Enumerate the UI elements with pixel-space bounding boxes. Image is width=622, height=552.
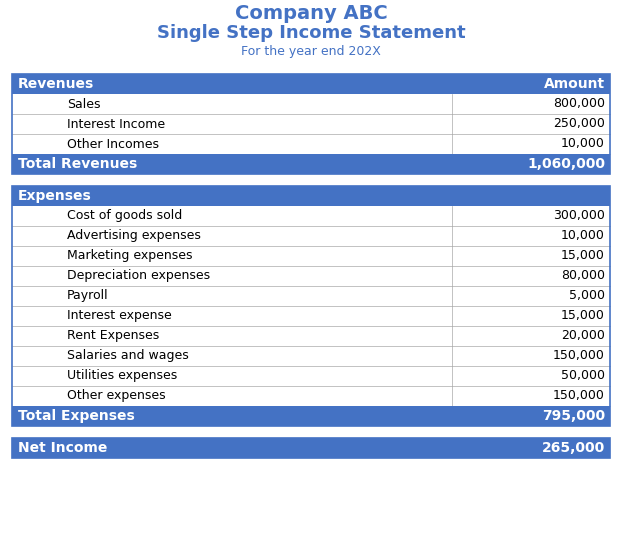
Text: Rent Expenses: Rent Expenses xyxy=(67,330,159,342)
Text: Depreciation expenses: Depreciation expenses xyxy=(67,269,210,283)
Text: 250,000: 250,000 xyxy=(553,118,605,130)
Text: 15,000: 15,000 xyxy=(561,250,605,263)
Text: Interest expense: Interest expense xyxy=(67,310,172,322)
Bar xyxy=(12,406,610,426)
Text: Utilities expenses: Utilities expenses xyxy=(67,369,177,383)
Text: Sales: Sales xyxy=(67,98,101,110)
Text: 300,000: 300,000 xyxy=(553,210,605,222)
Bar xyxy=(12,154,610,174)
Text: Payroll: Payroll xyxy=(67,289,109,302)
Text: Other Incomes: Other Incomes xyxy=(67,137,159,151)
Text: Interest Income: Interest Income xyxy=(67,118,165,130)
Text: Single Step Income Statement: Single Step Income Statement xyxy=(157,24,465,42)
Text: Total Expenses: Total Expenses xyxy=(18,409,135,423)
Text: Salaries and wages: Salaries and wages xyxy=(67,349,188,363)
Text: Total Revenues: Total Revenues xyxy=(18,157,137,171)
Text: 150,000: 150,000 xyxy=(553,390,605,402)
Text: 5,000: 5,000 xyxy=(569,289,605,302)
Text: 10,000: 10,000 xyxy=(561,137,605,151)
Text: 80,000: 80,000 xyxy=(561,269,605,283)
Text: For the year end 202X: For the year end 202X xyxy=(241,45,381,58)
Text: Expenses: Expenses xyxy=(18,189,92,203)
Text: 15,000: 15,000 xyxy=(561,310,605,322)
Text: 800,000: 800,000 xyxy=(553,98,605,110)
Bar xyxy=(12,74,610,94)
Bar xyxy=(12,438,610,458)
Text: Marketing expenses: Marketing expenses xyxy=(67,250,192,263)
Text: 265,000: 265,000 xyxy=(542,441,605,455)
Text: 10,000: 10,000 xyxy=(561,230,605,242)
Text: Other expenses: Other expenses xyxy=(67,390,165,402)
Text: Company ABC: Company ABC xyxy=(234,4,388,23)
Text: 20,000: 20,000 xyxy=(561,330,605,342)
Text: Net Income: Net Income xyxy=(18,441,108,455)
Text: Amount: Amount xyxy=(544,77,605,91)
Text: 50,000: 50,000 xyxy=(561,369,605,383)
Text: Cost of goods sold: Cost of goods sold xyxy=(67,210,182,222)
Text: Revenues: Revenues xyxy=(18,77,95,91)
Bar xyxy=(12,74,610,174)
Text: 1,060,000: 1,060,000 xyxy=(527,157,605,171)
Bar xyxy=(12,438,610,458)
Text: 795,000: 795,000 xyxy=(542,409,605,423)
Bar xyxy=(12,186,610,426)
Text: 150,000: 150,000 xyxy=(553,349,605,363)
Bar xyxy=(12,186,610,206)
Text: Advertising expenses: Advertising expenses xyxy=(67,230,201,242)
